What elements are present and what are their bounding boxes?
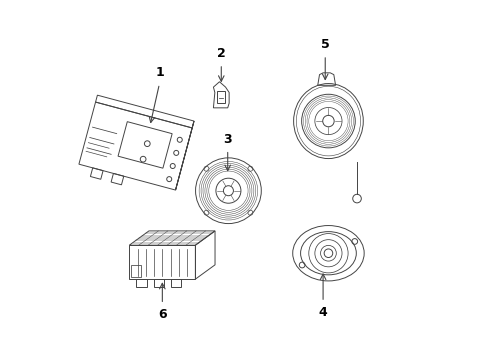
Text: 5: 5 (320, 39, 329, 51)
Text: 2: 2 (217, 47, 225, 60)
Text: 1: 1 (155, 66, 163, 79)
Text: 4: 4 (318, 306, 327, 319)
Text: 6: 6 (158, 308, 166, 321)
Text: 3: 3 (223, 133, 231, 146)
